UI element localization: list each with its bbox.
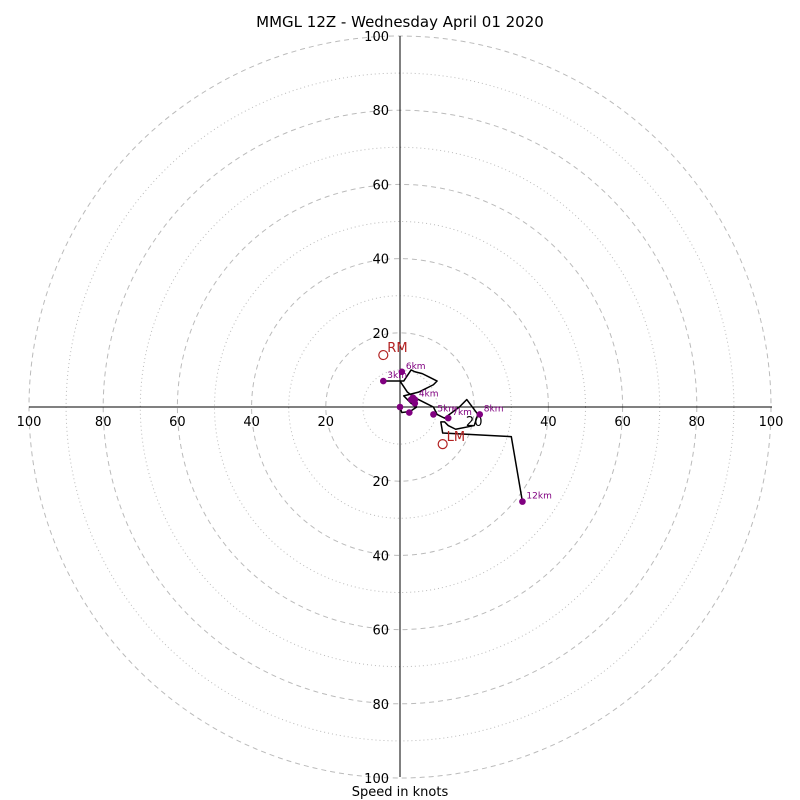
height-point xyxy=(398,368,406,376)
y-tick-label: 40 xyxy=(372,549,389,564)
x-tick-label: 100 xyxy=(17,415,42,430)
storm-motion-label: RM xyxy=(387,341,407,356)
y-tick-label: 60 xyxy=(372,624,389,639)
height-point-label: 7km xyxy=(452,408,472,418)
height-point-label: 3km xyxy=(387,371,407,381)
y-tick-label: 20 xyxy=(372,475,389,490)
storm-motion-label: LM xyxy=(447,430,465,445)
x-tick-label: 60 xyxy=(614,415,631,430)
x-tick-labels: 100 80 60 40 20 20 40 60 80 100 xyxy=(17,415,784,430)
y-tick-label: 20 xyxy=(372,327,389,342)
chart-title: MMGL 12Z - Wednesday April 01 2020 xyxy=(256,13,544,31)
height-point-label: 8km xyxy=(484,404,504,414)
x-tick-label: 40 xyxy=(243,415,260,430)
y-tick-label: 100 xyxy=(364,30,389,45)
y-tick-label: 100 xyxy=(364,772,389,787)
x-tick-label: 100 xyxy=(759,415,784,430)
height-point xyxy=(396,403,404,411)
height-point xyxy=(411,396,419,403)
storm-motion-markers: RM LM xyxy=(378,341,465,450)
x-axis-label: Speed in knots xyxy=(352,785,449,800)
height-point xyxy=(444,414,452,422)
x-tick-label: 60 xyxy=(169,415,186,430)
height-point xyxy=(380,377,387,385)
storm-motion-marker xyxy=(437,439,448,450)
x-tick-label: 80 xyxy=(95,415,112,430)
x-tick-label: 20 xyxy=(318,415,335,430)
height-point xyxy=(430,411,437,418)
x-tick-label: 40 xyxy=(540,415,557,430)
y-tick-label: 80 xyxy=(372,698,389,713)
height-points: 3km 4km 5km 6km 7km 8km 12km xyxy=(380,362,552,505)
height-point-label: 4km xyxy=(419,390,439,400)
height-point-label: 5km xyxy=(437,404,457,414)
height-point-label: 6km xyxy=(406,362,426,372)
height-point xyxy=(405,409,413,416)
height-point xyxy=(476,411,484,418)
x-tick-label: 80 xyxy=(689,415,706,430)
y-tick-label: 60 xyxy=(372,178,389,193)
height-point-label: 12km xyxy=(526,492,551,502)
y-tick-labels: 100 80 60 40 20 20 40 60 80 100 xyxy=(364,30,389,787)
storm-motion-marker xyxy=(378,349,389,361)
y-tick-label: 40 xyxy=(372,253,389,268)
height-point xyxy=(519,498,526,505)
y-tick-label: 80 xyxy=(372,104,389,119)
